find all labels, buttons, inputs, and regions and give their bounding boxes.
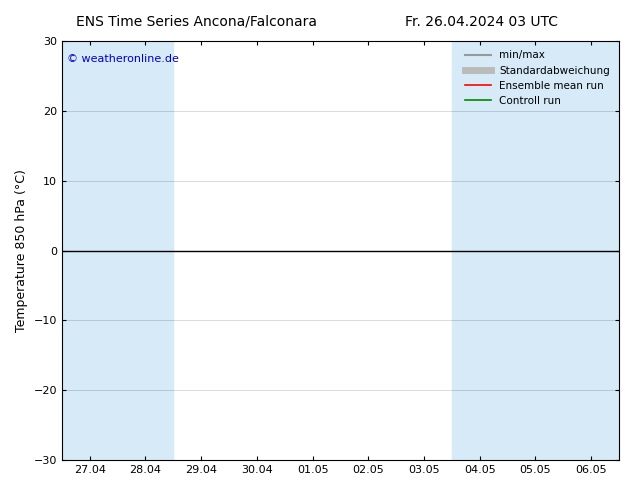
Text: © weatheronline.de: © weatheronline.de	[67, 53, 179, 64]
Text: ENS Time Series Ancona/Falconara: ENS Time Series Ancona/Falconara	[76, 15, 317, 29]
Bar	[118, 41, 173, 460]
Bar	[563, 41, 619, 460]
Bar	[452, 41, 508, 460]
Bar	[62, 41, 118, 460]
Y-axis label: Temperature 850 hPa (°C): Temperature 850 hPa (°C)	[15, 169, 28, 332]
Legend: min/max, Standardabweichung, Ensemble mean run, Controll run: min/max, Standardabweichung, Ensemble me…	[460, 46, 614, 110]
Text: Fr. 26.04.2024 03 UTC: Fr. 26.04.2024 03 UTC	[405, 15, 558, 29]
Bar	[508, 41, 563, 460]
